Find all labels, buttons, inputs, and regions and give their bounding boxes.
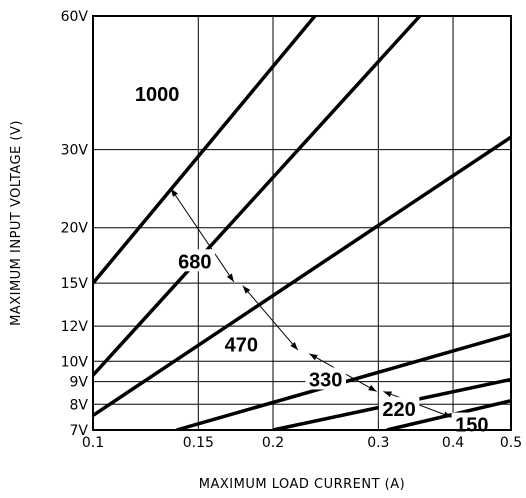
- series-label-220: 220: [382, 399, 415, 421]
- capacitance-arrow-shaft: [242, 285, 299, 351]
- series-label-bg: [378, 397, 420, 420]
- capacitance-arrow-head: [443, 411, 452, 418]
- series-line-1000: [93, 16, 317, 285]
- series-label-bg: [221, 332, 262, 355]
- x-tick-label: 0.1: [82, 435, 104, 451]
- capacitance-arrow-head: [226, 273, 234, 282]
- y-tick-label: 9V: [70, 375, 89, 391]
- x-tick-label: 0.4: [442, 435, 464, 451]
- grid-lines: [92, 15, 512, 431]
- x-tick-label: 0.5: [500, 435, 522, 451]
- y-tick-label: 10V: [61, 354, 89, 370]
- y-tick-label: 12V: [61, 319, 89, 335]
- capacitance-arrow-head: [309, 353, 318, 361]
- y-tick-label: 7V: [70, 423, 89, 439]
- series-label-330: 330: [309, 369, 342, 391]
- x-tick-labels: 0.1 0.15 0.2 0.3 0.4 0.5: [82, 435, 522, 451]
- series-label-150: 150: [455, 415, 488, 437]
- y-tick-labels: 7V 8V 9V 10V 12V 15V 20V 30V 60V: [61, 9, 89, 439]
- y-axis-title: MAXIMUM INPUT VOLTAGE (V): [9, 120, 24, 326]
- capacitance-arrow-head: [383, 391, 393, 398]
- capacitance-arrow-shaft: [170, 188, 235, 283]
- x-tick-label: 0.3: [367, 435, 389, 451]
- y-tick-label: 60V: [61, 9, 89, 25]
- series-line-680: [93, 16, 422, 377]
- x-tick-label: 0.15: [183, 435, 214, 451]
- series-label-1000: 1000: [135, 84, 180, 106]
- series-label-bg: [174, 249, 216, 272]
- y-tick-label: 20V: [61, 221, 89, 237]
- series-line-470: [93, 135, 511, 417]
- plot-frame: [92, 15, 512, 431]
- capacitance-arrow-head: [170, 188, 178, 197]
- series-lines: [93, 16, 511, 430]
- series-label-470: 470: [225, 335, 258, 357]
- series-label-680: 680: [178, 251, 211, 273]
- y-tick-label: 15V: [61, 276, 89, 292]
- capacitance-arrow-head: [368, 384, 377, 392]
- capacitance-arrow-head: [290, 342, 298, 351]
- series-label-bg: [131, 82, 184, 105]
- y-tick-label: 8V: [70, 397, 89, 413]
- series-label-bg: [305, 367, 346, 390]
- x-axis-title: MAXIMUM LOAD CURRENT (A): [199, 477, 405, 492]
- capacitance-arrow-head: [242, 285, 251, 294]
- y-tick-label: 30V: [61, 143, 89, 159]
- x-tick-label: 0.2: [262, 435, 284, 451]
